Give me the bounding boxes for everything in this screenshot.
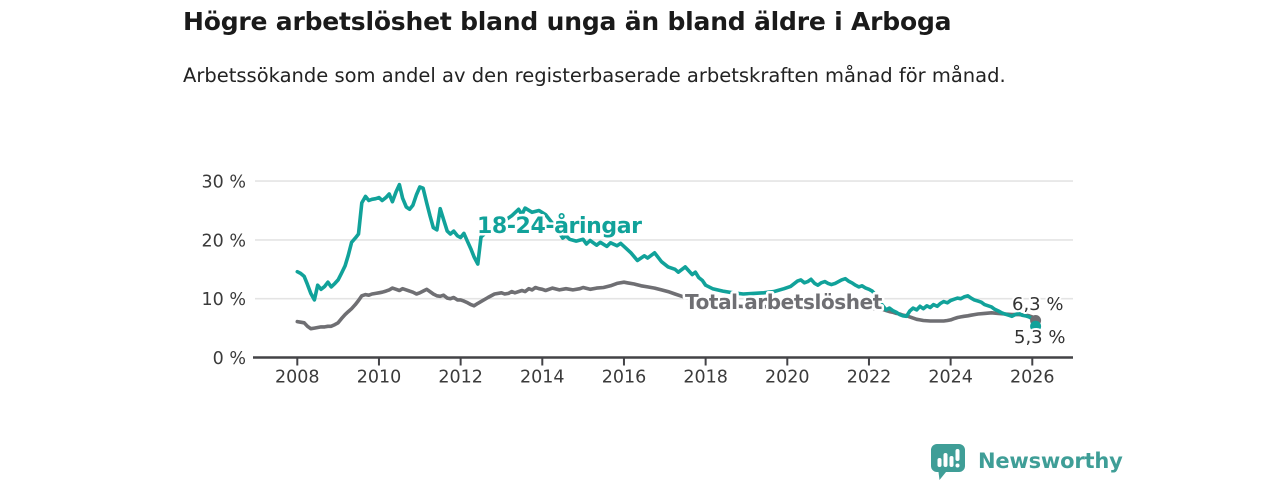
series-label-young: 18-24-åringar	[477, 213, 642, 239]
end-value-total: 6,3 %	[1012, 294, 1063, 315]
end-dot-18-24-ringar	[1030, 320, 1042, 332]
line-18-24-ringar	[295, 182, 1038, 329]
logo-bar-3	[949, 456, 954, 467]
logo-exclamation-dot	[955, 463, 960, 468]
x-tick-label: 2008	[275, 368, 320, 388]
axes: 0 % 10 % 20 % 30 % 2008 2010 2012 2014 2016 2018 2…	[202, 173, 1073, 388]
x-tick-label: 2014	[520, 368, 565, 388]
y-tick-label: 30 %	[202, 173, 246, 193]
newsworthy-logo-icon	[931, 444, 965, 480]
logo-bubble-shape	[931, 444, 965, 480]
y-tick-label: 10 %	[202, 290, 246, 310]
page-title: Högre arbetslöshet bland unga än bland ä…	[183, 7, 952, 36]
line-total-arbetsl-shet	[295, 280, 1038, 331]
x-tick-label: 2010	[357, 368, 402, 388]
x-tick-label: 2016	[602, 368, 647, 388]
x-tick-label: 2018	[683, 368, 728, 388]
x-tick-label: 2024	[928, 368, 973, 388]
logo-exclamation-stem	[955, 449, 960, 461]
y-tick-label: 20 %	[202, 231, 246, 251]
x-tick-label: 2012	[438, 368, 483, 388]
x-tick-label: 2026	[1010, 368, 1055, 388]
series-end-dots	[1030, 315, 1042, 332]
series-lines	[295, 182, 1038, 331]
gridlines	[255, 180, 1073, 300]
chart-header: Högre arbetslöshet bland unga än bland ä…	[183, 6, 1183, 90]
chart-subtitle: Arbetssökande som andel av den registerb…	[183, 64, 1006, 88]
logo-bar-1	[937, 458, 942, 467]
logo-bar-2	[943, 453, 948, 467]
brand-wordmark: Newsworthy	[978, 449, 1123, 473]
series-label-total: Total arbetslöshet	[685, 290, 883, 314]
x-tick-label: 2022	[847, 368, 892, 388]
y-tick-label: 0 %	[213, 349, 246, 369]
newsworthy-logo[interactable]: Newsworthy	[929, 442, 1123, 480]
end-value-young: 5,3 %	[1014, 327, 1065, 348]
x-tick-label: 2020	[765, 368, 810, 388]
